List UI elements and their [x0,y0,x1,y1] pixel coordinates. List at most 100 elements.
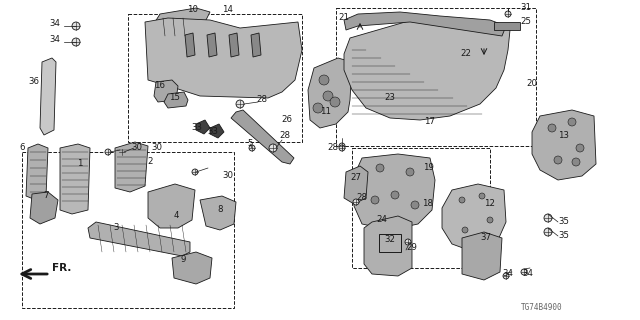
Circle shape [405,239,411,245]
Text: 7: 7 [44,191,49,201]
Text: 35: 35 [559,231,570,241]
Text: 11: 11 [321,107,332,116]
Circle shape [105,149,111,155]
Circle shape [249,145,255,151]
Polygon shape [344,166,368,204]
Text: 12: 12 [484,198,495,207]
Text: 21: 21 [339,12,349,21]
Circle shape [376,164,384,172]
Circle shape [319,75,329,85]
Polygon shape [60,144,90,214]
Text: 5: 5 [247,140,253,148]
Text: 22: 22 [461,49,472,58]
Text: 33: 33 [191,123,202,132]
Text: 30: 30 [131,142,143,151]
Polygon shape [462,232,502,280]
Text: FR.: FR. [52,263,72,273]
Text: 30: 30 [223,171,234,180]
Polygon shape [200,196,236,230]
Text: 3: 3 [113,222,119,231]
Polygon shape [353,154,435,230]
Text: 24: 24 [376,214,387,223]
Text: 35: 35 [559,218,570,227]
Text: 30: 30 [152,142,163,151]
Circle shape [72,38,80,46]
Polygon shape [154,80,178,102]
Circle shape [119,149,125,155]
Text: 2: 2 [147,157,153,166]
Circle shape [487,217,493,223]
Polygon shape [145,18,302,98]
Text: 14: 14 [223,5,234,14]
Circle shape [323,91,333,101]
Bar [336,8,536,146]
Text: 8: 8 [217,204,223,213]
Circle shape [462,227,468,233]
Circle shape [568,118,576,126]
Polygon shape [196,120,210,134]
Polygon shape [40,58,56,135]
Text: 6: 6 [19,143,25,153]
Text: 33: 33 [207,126,218,135]
Polygon shape [185,33,195,57]
Text: 18: 18 [422,198,433,207]
Polygon shape [532,110,596,180]
Polygon shape [115,142,148,192]
Text: 23: 23 [385,93,396,102]
Text: 34: 34 [49,36,61,44]
Circle shape [192,169,198,175]
Polygon shape [344,12,506,36]
Bar [22,152,234,308]
Circle shape [406,168,414,176]
Circle shape [330,97,340,107]
Polygon shape [229,33,239,57]
Circle shape [554,156,562,164]
Text: 36: 36 [29,77,40,86]
Text: 19: 19 [422,163,433,172]
Bar [379,234,401,252]
Polygon shape [344,20,510,120]
Text: 25: 25 [520,17,531,26]
Circle shape [411,201,419,209]
Polygon shape [26,144,48,200]
Text: 31: 31 [520,3,531,12]
Circle shape [459,197,465,203]
Circle shape [72,22,80,30]
Text: 15: 15 [170,93,180,102]
Text: TG74B4900: TG74B4900 [521,303,563,313]
Circle shape [353,199,359,205]
Circle shape [576,144,584,152]
Text: 13: 13 [559,131,570,140]
Circle shape [503,273,509,279]
Text: 37: 37 [481,233,492,242]
Polygon shape [155,8,210,40]
Bar [352,148,490,268]
Text: 34: 34 [49,20,61,28]
Text: 28: 28 [356,194,367,203]
Circle shape [339,145,345,151]
Circle shape [391,191,399,199]
Circle shape [339,143,345,149]
Text: 32: 32 [385,235,396,244]
Circle shape [544,228,552,236]
Polygon shape [30,192,58,224]
Circle shape [505,11,511,17]
Bar [128,14,302,142]
Text: 28: 28 [257,95,268,105]
Polygon shape [172,252,212,284]
Text: 26: 26 [282,116,292,124]
Circle shape [548,124,556,132]
Text: 28: 28 [280,132,291,140]
Bar [494,22,520,30]
Polygon shape [251,33,261,57]
Polygon shape [364,216,412,276]
Polygon shape [442,184,506,252]
Circle shape [521,269,527,275]
Polygon shape [231,110,294,164]
Text: 20: 20 [527,78,538,87]
Polygon shape [164,92,188,108]
Text: 17: 17 [424,116,435,125]
Circle shape [236,100,244,108]
Circle shape [479,193,485,199]
Circle shape [572,158,580,166]
